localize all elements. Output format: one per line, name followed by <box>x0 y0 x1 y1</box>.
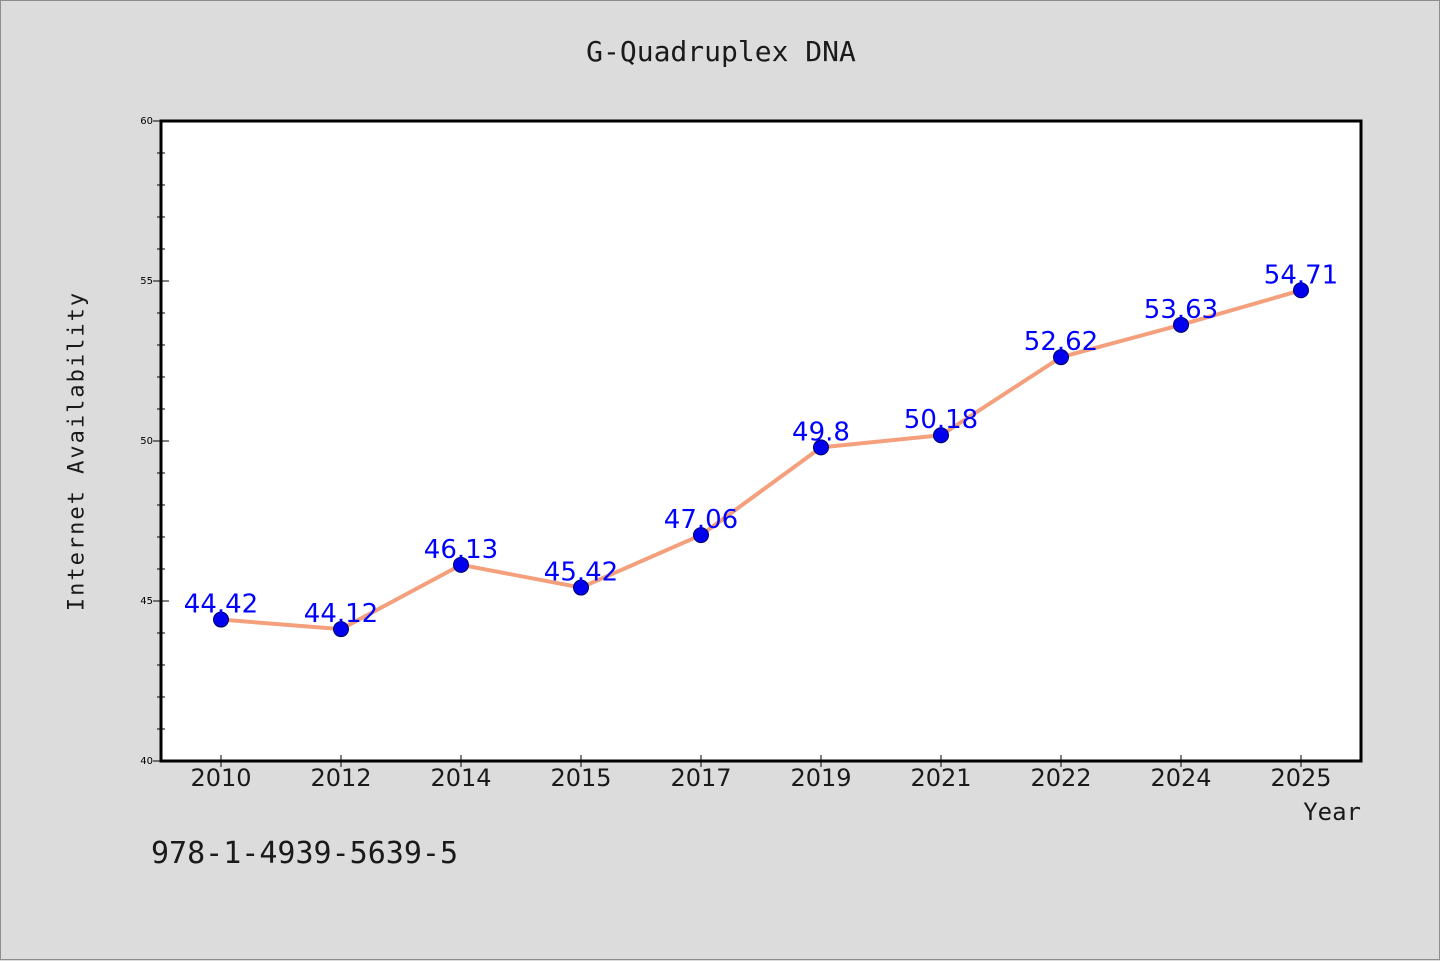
x-tick-label: 2022 <box>1030 764 1091 792</box>
x-tick-label: 2024 <box>1150 764 1211 792</box>
x-tick-label: 2010 <box>190 764 251 792</box>
data-point <box>213 611 229 628</box>
x-axis-label: Year <box>1303 798 1361 826</box>
series-line <box>220 288 1302 632</box>
data-point <box>453 556 469 573</box>
data-point <box>933 427 949 444</box>
data-point <box>1293 282 1309 299</box>
y-tick-label: 60 <box>140 116 153 127</box>
data-point <box>813 439 829 456</box>
data-point <box>1053 349 1069 366</box>
data-label: 54.71 <box>1264 260 1338 290</box>
y-tick-label: 55 <box>140 276 153 287</box>
x-tick-label: 2014 <box>430 764 491 792</box>
y-tick-label: 45 <box>140 596 153 607</box>
data-label: 47.06 <box>664 505 738 535</box>
data-label: 52.62 <box>1024 327 1098 357</box>
data-point <box>693 527 709 544</box>
x-tick-label: 2025 <box>1270 764 1331 792</box>
y-tick-label: 50 <box>140 436 153 447</box>
x-tick-label: 2017 <box>670 764 731 792</box>
x-tick-label: 2019 <box>790 764 851 792</box>
chart-title: G-Quadruplex DNA <box>586 35 856 68</box>
x-tick-label: 2012 <box>310 764 371 792</box>
data-label: 45.42 <box>544 558 618 588</box>
axes-layer: 40 45 50 55 60 2010 2012 2014 2015 2017 2019 2021 20… <box>140 116 1331 792</box>
x-tick-label: 2021 <box>910 764 971 792</box>
data-label: 53.63 <box>1144 295 1218 325</box>
data-label: 44.42 <box>184 590 258 620</box>
plot-area <box>159 119 1363 763</box>
isbn-annotation: 978-1-4939-5639-5 <box>151 836 459 871</box>
x-tick-label: 2015 <box>550 764 611 792</box>
series-layer <box>213 282 1309 638</box>
data-label: 44.12 <box>304 599 378 629</box>
y-tick-label: 40 <box>140 756 153 767</box>
data-point <box>333 621 349 638</box>
data-labels-layer: 44.42 44.12 46.13 45.42 47.06 49.8 50.18 52.62 5… <box>184 260 1338 629</box>
data-label: 46.13 <box>424 535 498 565</box>
data-point <box>1173 316 1189 333</box>
data-point <box>573 579 589 596</box>
data-label: 50.18 <box>904 405 978 435</box>
data-label: 49.8 <box>792 417 850 447</box>
